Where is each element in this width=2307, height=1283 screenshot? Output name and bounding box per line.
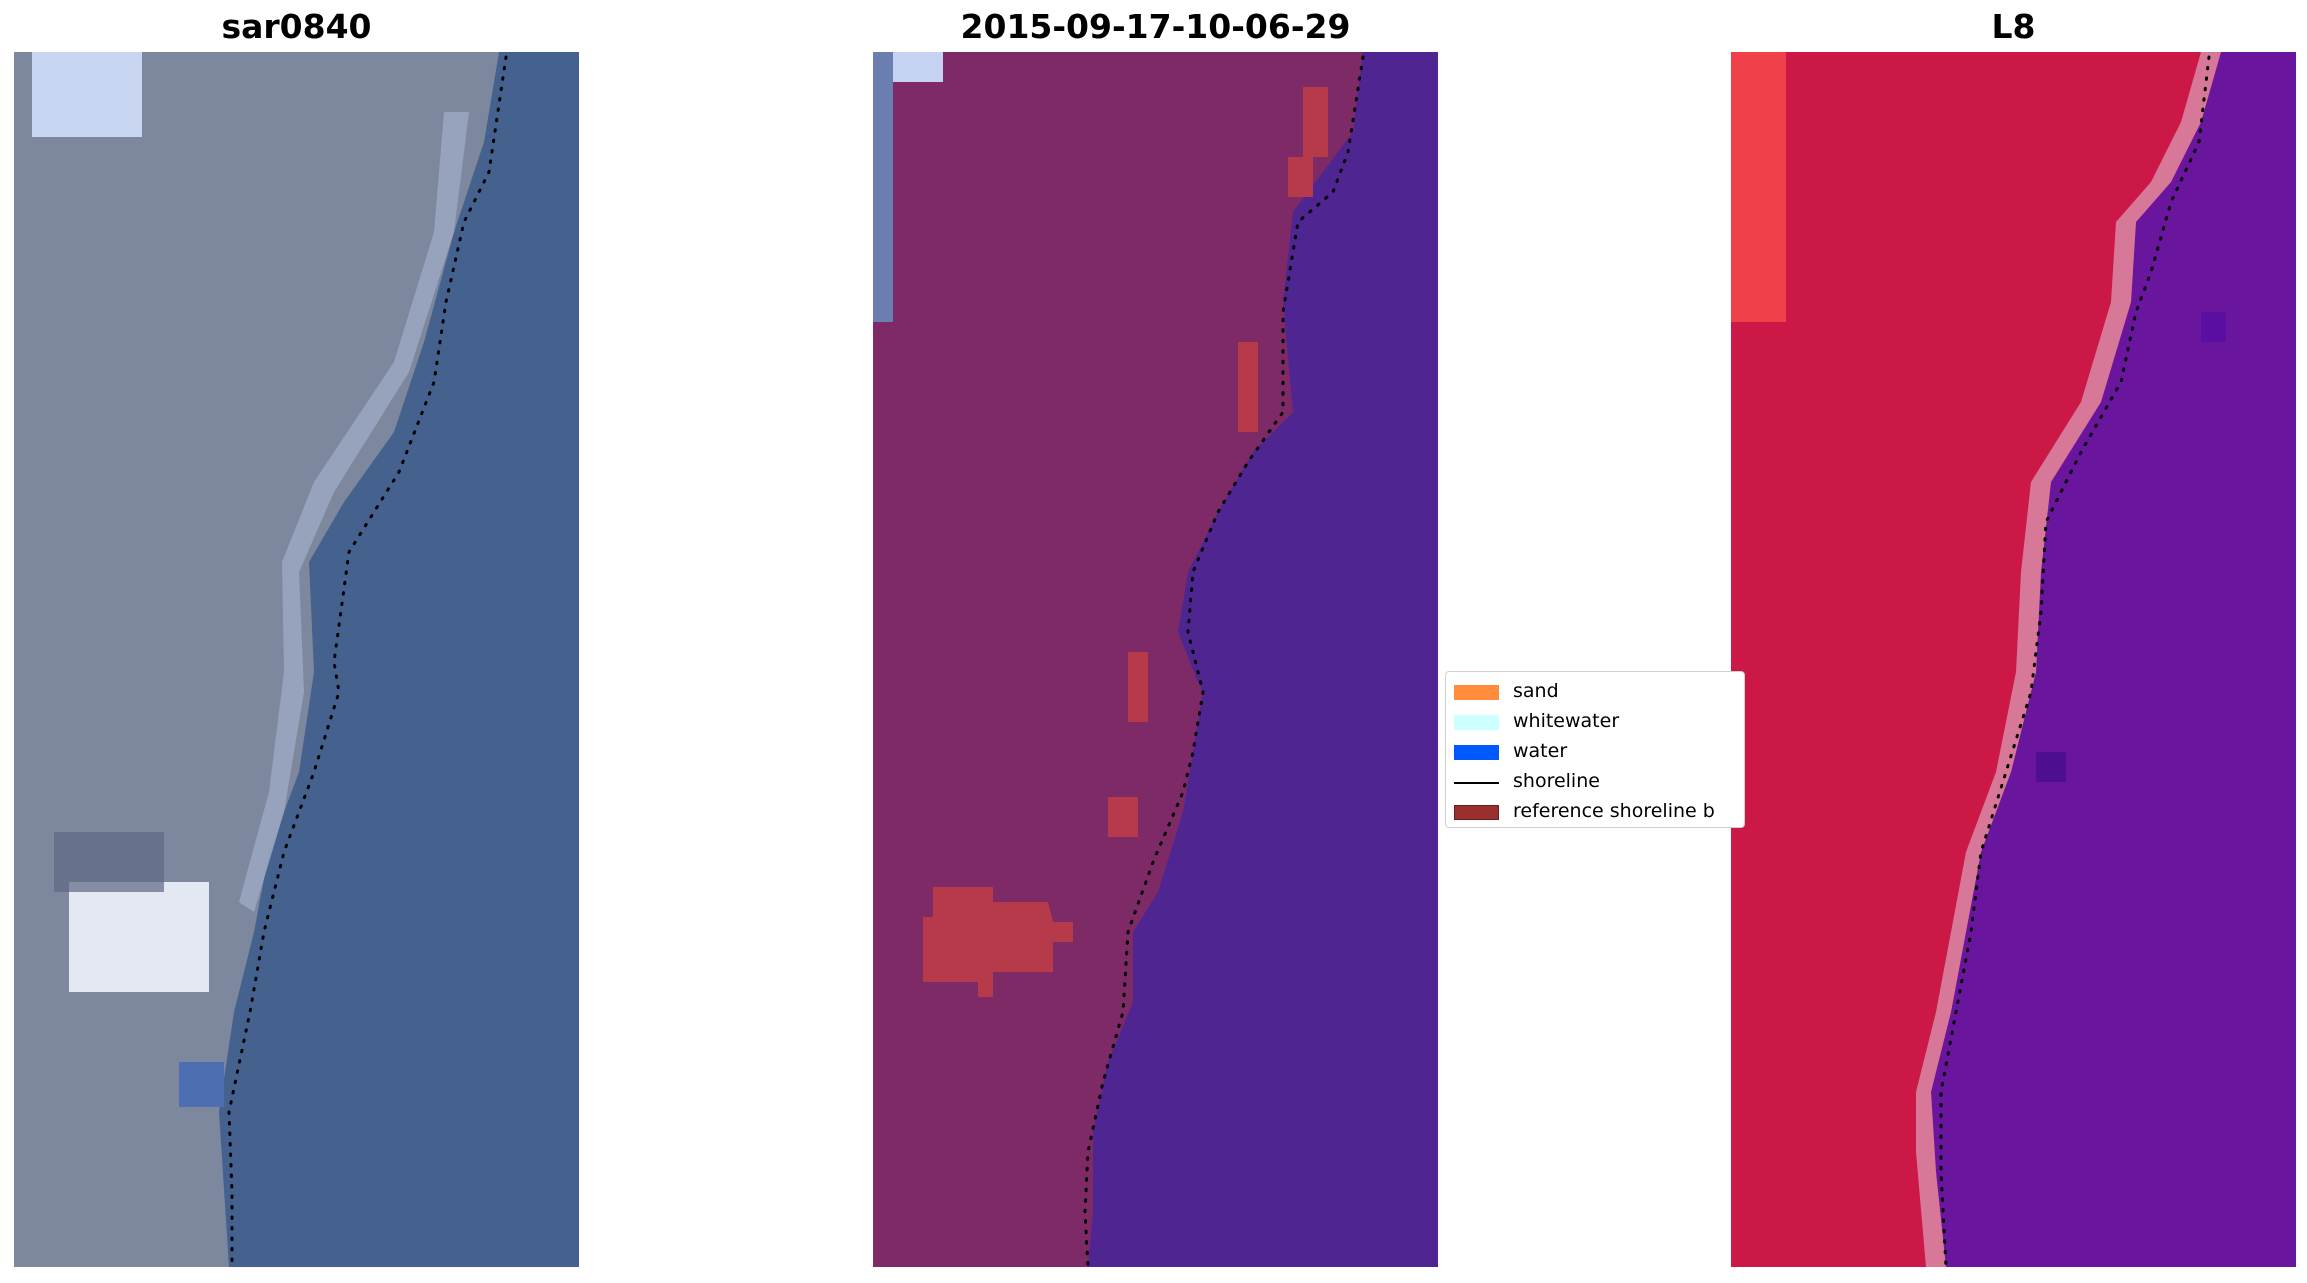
dark-patch [54,832,164,892]
legend-label: shoreline [1513,770,1600,792]
dark-water-spot [2201,312,2226,342]
grey-patch [873,52,893,322]
legend-label: water [1513,740,1568,762]
bright-beach-strip [239,112,469,912]
legend-item-shoreline: shoreline [1446,768,1744,794]
water-swatch-icon [1454,745,1499,760]
legend-label: sand [1513,680,1559,702]
reference-buffer [1128,652,1148,722]
sand-swatch-icon [1454,685,1499,700]
legend-item-water: water [1446,738,1744,764]
rgb-image-panel [14,52,579,1267]
panel-title-date: 2015-09-17-10-06-29 [960,7,1351,46]
whitewater-swatch-icon [1454,715,1499,730]
bright-roof-top [32,52,142,137]
legend-item-whitewater: whitewater [1446,708,1744,734]
bright-red-patch [1731,52,1786,322]
shoreline-line-icon [1454,782,1499,784]
reference-buffer-bottom [923,887,1073,997]
dark-water-spot [2036,752,2066,782]
panel-title-l8: L8 [1991,7,2036,46]
shoreline-dots [1083,55,1365,1267]
shoreline-dots [227,55,508,1267]
reference-buffer [1238,342,1258,432]
legend-item-sand: sand [1446,678,1744,704]
blue-spot [179,1062,224,1107]
panel-title-sar: sar0840 [221,7,372,46]
reference-buffer [1108,797,1138,837]
reference-buffer-swatch-icon [1454,805,1499,820]
legend-label: whitewater [1513,710,1620,732]
legend-item-reference-buffer: reference shoreline b [1446,798,1744,824]
legend-label: reference shoreline b [1513,800,1715,822]
reference-buffer-top [1288,87,1328,197]
bright-building [69,882,209,992]
l8-image-panel [1731,52,2296,1267]
classified-image-panel [873,52,1438,1267]
legend: sand whitewater water shoreline referenc… [1445,671,1745,828]
shoreline-dots [1939,55,2211,1267]
